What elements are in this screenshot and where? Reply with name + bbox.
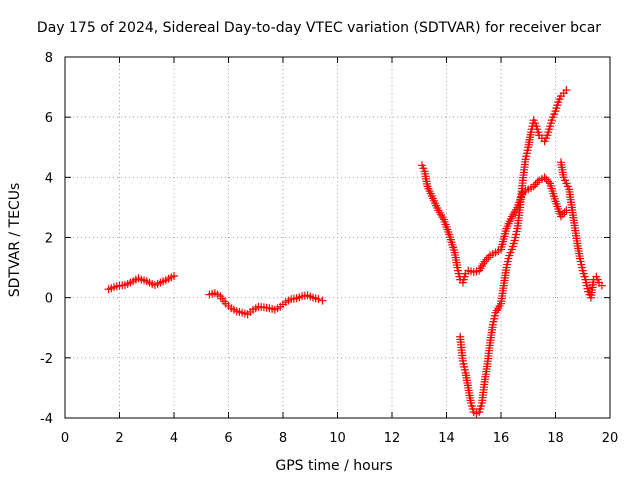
y-tick-label: 4	[45, 171, 53, 186]
data-point-arc-3	[558, 210, 567, 219]
data-point-arc-3	[484, 253, 493, 262]
y-tick-label: -4	[40, 412, 53, 427]
data-point-arc-3	[480, 257, 489, 266]
axis-ticks: 0 2 4 6 8 10 12 14 16 18 20 -4 -2 0 2 4 6 8	[40, 51, 618, 446]
y-tick-label: 6	[45, 111, 53, 126]
x-tick-label: 4	[170, 431, 178, 446]
x-tick-label: 10	[329, 431, 346, 446]
data-point-arc-5	[597, 281, 606, 290]
data-point-arc-2	[314, 295, 323, 304]
x-tick-label: 6	[224, 431, 232, 446]
data-point-arc-3	[482, 255, 491, 264]
y-tick-label: 0	[45, 292, 53, 307]
data-point-arc-3	[531, 180, 540, 189]
x-tick-label: 14	[438, 431, 455, 446]
grid	[65, 57, 610, 418]
x-axis-label: GPS time / hours	[275, 458, 392, 474]
y-axis-label: SDTVAR / TECUs	[7, 183, 23, 298]
data-point-arc-3	[533, 178, 542, 187]
data-point-arc-3	[560, 208, 569, 217]
data-point-arc-3	[556, 212, 565, 221]
data-point-arc-2	[318, 296, 327, 305]
x-tick-label: 16	[493, 431, 510, 446]
plot-frame	[64, 56, 611, 419]
data-point-arc-4	[562, 86, 571, 95]
data-point-arc-3	[540, 173, 549, 182]
x-tick-label: 8	[279, 431, 287, 446]
y-tick-label: -2	[40, 352, 53, 367]
data-point-arc-3	[529, 182, 538, 191]
y-tick-label: 8	[45, 51, 53, 66]
x-tick-label: 20	[602, 431, 619, 446]
data-point-arc-1	[170, 272, 178, 281]
x-tick-label: 12	[384, 431, 401, 446]
x-tick-label: 18	[547, 431, 564, 446]
x-tick-label: 2	[115, 431, 123, 446]
data-point-arc-3	[542, 175, 551, 184]
x-tick-label: 0	[61, 431, 69, 446]
data-points	[104, 86, 606, 418]
chart-title: Day 175 of 2024, Sidereal Day-to-day VTE…	[37, 20, 601, 36]
data-point-arc-3	[544, 177, 553, 186]
y-tick-label: 2	[45, 232, 53, 247]
